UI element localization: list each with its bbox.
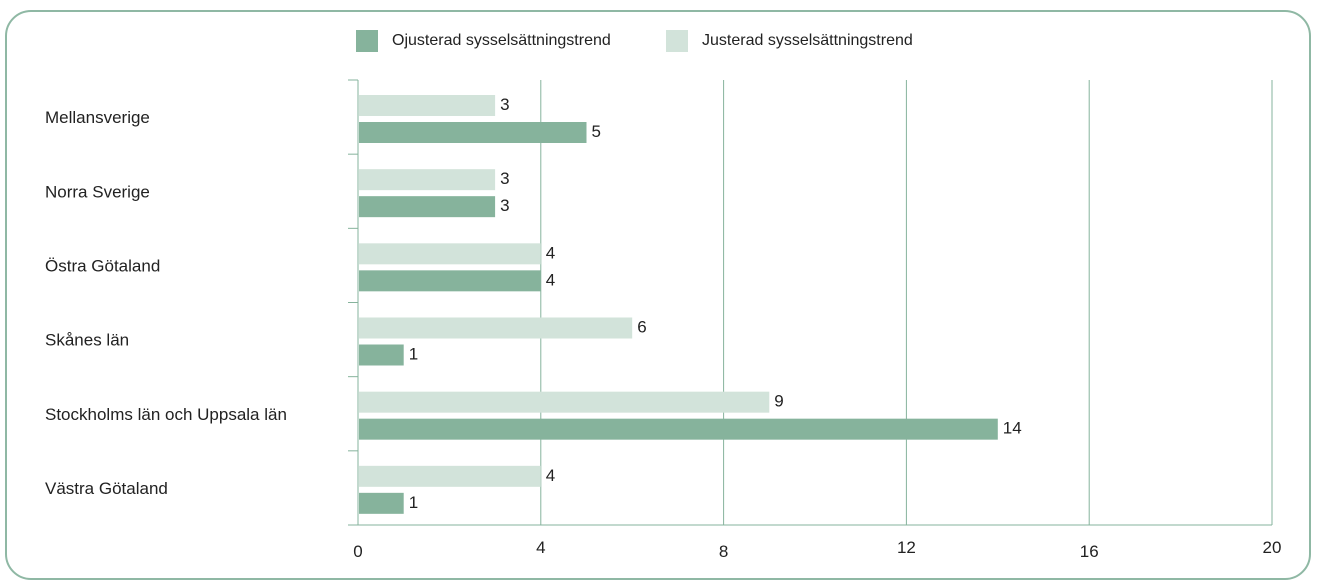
category-label: Stockholms län och Uppsala län	[45, 405, 287, 424]
x-tick-label: 20	[1263, 538, 1282, 557]
legend-item-unadjusted: Ojusterad sysselsättningstrend	[356, 30, 611, 52]
bar-unadjusted	[359, 122, 587, 143]
x-tick-label: 0	[353, 542, 362, 561]
data-label: 9	[774, 392, 783, 411]
chart-frame	[5, 10, 1311, 580]
x-tick-label: 4	[536, 538, 545, 557]
legend-label-adjusted: Justerad sysselsättningstrend	[702, 32, 913, 49]
legend-item-adjusted: Justerad sysselsättningstrend	[666, 30, 913, 52]
bar-adjusted	[359, 169, 496, 191]
legend-swatch-adjusted	[666, 30, 688, 52]
data-label: 4	[546, 270, 555, 289]
x-tick-label: 16	[1080, 542, 1099, 561]
data-label: 5	[592, 122, 601, 141]
data-label: 14	[1003, 419, 1022, 438]
data-label: 1	[409, 345, 418, 364]
category-label: Östra Götaland	[45, 256, 160, 275]
bar-adjusted	[359, 95, 496, 116]
category-label: Mellansverige	[45, 108, 150, 127]
data-label: 3	[500, 196, 509, 215]
category-label: Västra Götaland	[45, 479, 168, 498]
x-tick-label: 12	[897, 538, 916, 557]
data-label: 3	[500, 95, 509, 114]
bar-adjusted	[359, 391, 770, 413]
bar-unadjusted	[359, 344, 404, 366]
data-label: 6	[637, 318, 646, 337]
bar-adjusted	[359, 465, 541, 487]
legend-label-unadjusted: Ojusterad sysselsättningstrend	[392, 32, 611, 49]
x-tick-label: 8	[719, 542, 728, 561]
data-label: 1	[409, 493, 418, 512]
bar-unadjusted	[359, 196, 496, 218]
data-label: 4	[546, 243, 555, 262]
data-label: 4	[546, 466, 555, 485]
bar-unadjusted	[359, 492, 404, 514]
data-label: 3	[500, 169, 509, 188]
legend-swatch-unadjusted	[356, 30, 378, 52]
bar-adjusted	[359, 317, 633, 339]
category-label: Norra Sverige	[45, 182, 150, 201]
bar-unadjusted	[359, 270, 541, 292]
bar-unadjusted	[359, 418, 998, 440]
bar-adjusted	[359, 243, 541, 265]
category-label: Skånes län	[45, 331, 129, 350]
